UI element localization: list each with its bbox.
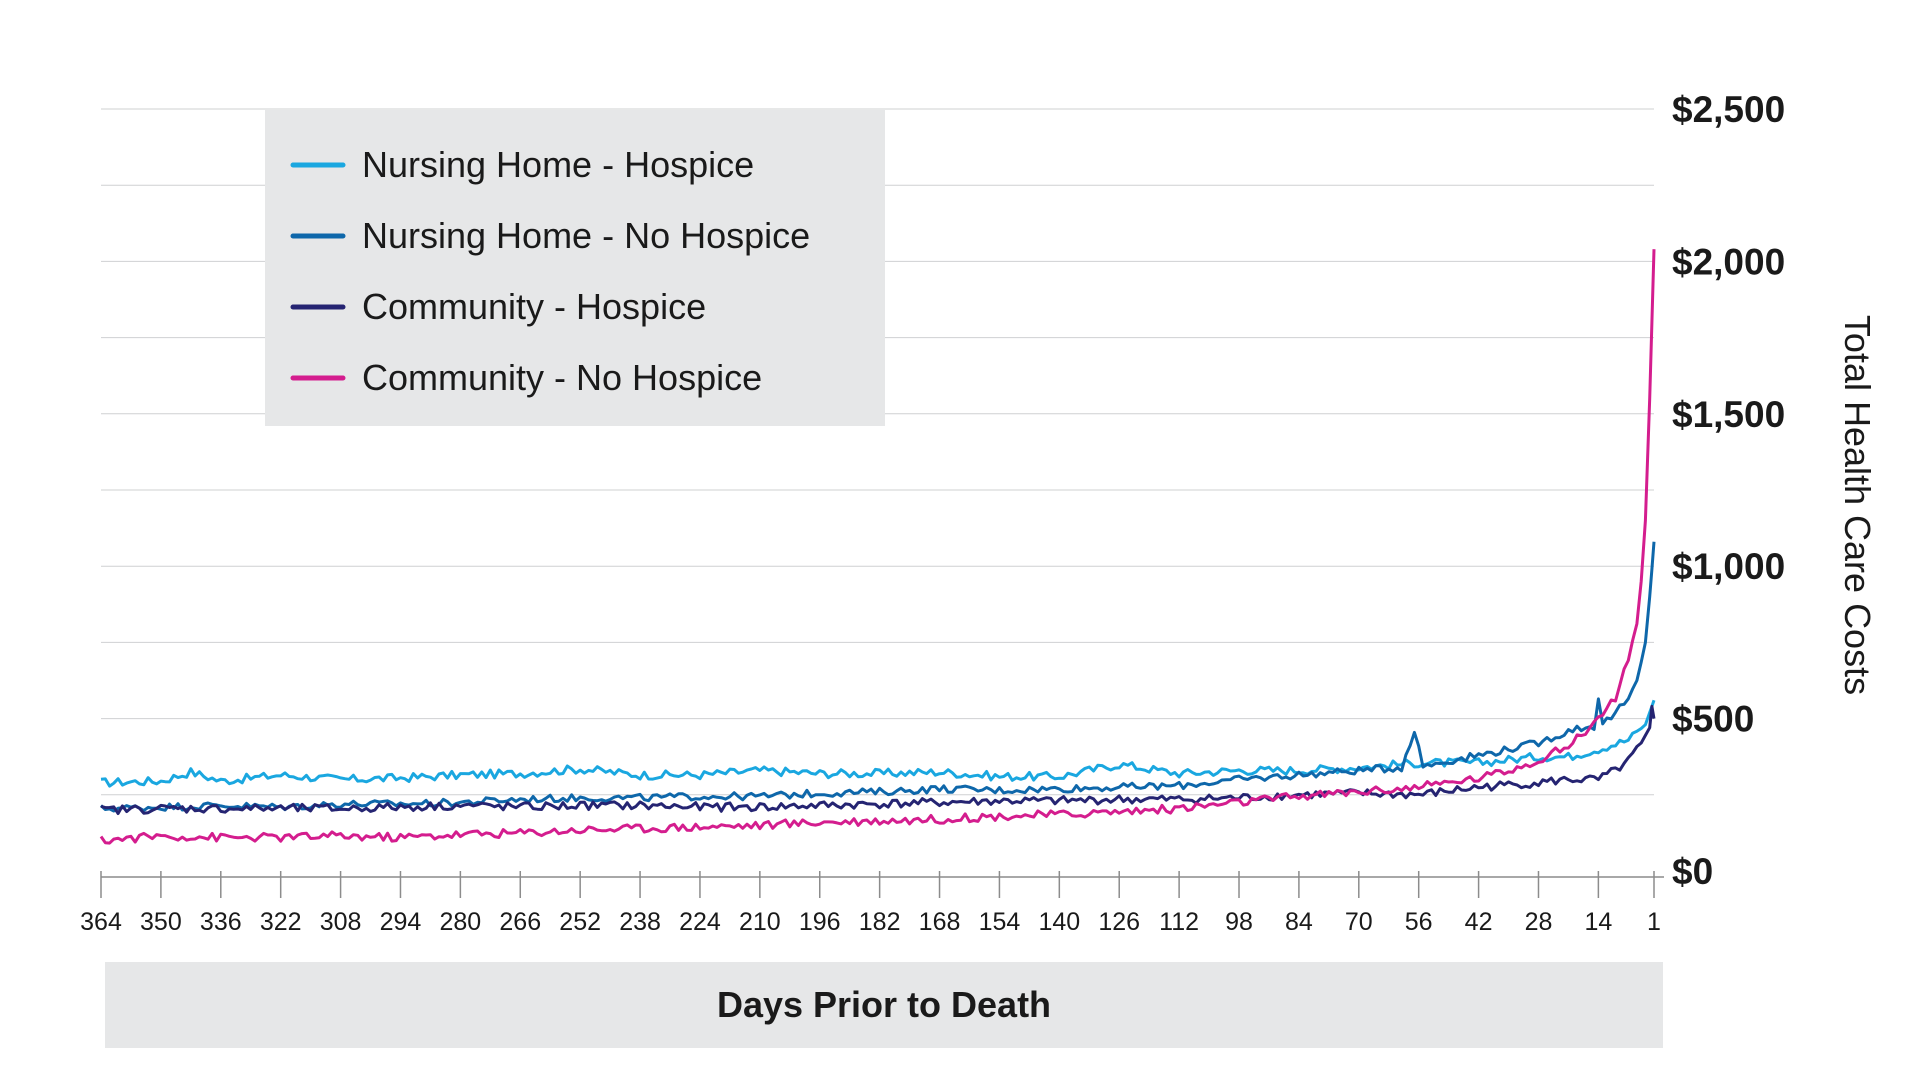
y-axis-title: Total Health Care Costs: [1837, 315, 1878, 695]
x-tick-label: 1: [1647, 908, 1661, 936]
series-line: [99, 249, 1656, 845]
x-axis-title-background: [105, 962, 1663, 1048]
x-axis-ticks: 364 350 336 322 308 294 280 266 252 238 224 210 196 1…: [80, 871, 1661, 936]
y-axis-ticks: $0 $500 $1,000 $1,500 $2,000 $2,500: [1672, 89, 1785, 892]
x-tick-label: 154: [979, 908, 1021, 936]
x-tick-label: 336: [200, 908, 242, 936]
x-tick-label: 112: [1159, 908, 1199, 936]
y-tick-label: $0: [1672, 851, 1713, 892]
legend-label: Community - Hospice: [362, 286, 706, 327]
x-tick-label: 238: [619, 908, 661, 936]
series-line: [100, 704, 1656, 815]
legend: Nursing Home - Hospice Nursing Home - No …: [265, 110, 885, 426]
x-tick-label: 42: [1465, 908, 1493, 936]
x-tick-label: 224: [679, 908, 721, 936]
x-tick-label: 266: [499, 908, 541, 936]
legend-label: Community - No Hospice: [362, 357, 762, 398]
series-lines: [99, 249, 1656, 845]
legend-background: [265, 110, 885, 426]
y-tick-label: $500: [1672, 699, 1754, 740]
y-tick-label: $2,500: [1672, 89, 1785, 130]
x-tick-label: 210: [739, 908, 781, 936]
x-tick-label: 350: [140, 908, 182, 936]
x-tick-label: 56: [1405, 908, 1433, 936]
x-axis-title-box: Days Prior to Death: [105, 962, 1663, 1048]
y-tick-label: $2,000: [1672, 241, 1785, 282]
x-tick-label: 28: [1525, 908, 1553, 936]
legend-label: Nursing Home - Hospice: [362, 144, 754, 185]
series-line: [99, 541, 1656, 813]
x-tick-label: 84: [1285, 908, 1313, 936]
x-tick-label: 364: [80, 908, 122, 936]
y-tick-label: $1,000: [1672, 546, 1785, 587]
series-line: [100, 699, 1656, 788]
x-tick-label: 140: [1038, 908, 1080, 936]
legend-label: Nursing Home - No Hospice: [362, 215, 810, 256]
x-tick-label: 280: [440, 908, 482, 936]
x-tick-label: 98: [1225, 908, 1253, 936]
x-tick-label: 14: [1584, 908, 1612, 936]
x-tick-label: 322: [260, 908, 302, 936]
x-tick-label: 196: [799, 908, 841, 936]
x-tick-label: 308: [320, 908, 362, 936]
x-tick-label: 252: [559, 908, 601, 936]
x-tick-label: 182: [859, 908, 901, 936]
x-tick-label: 168: [919, 908, 961, 936]
x-axis-title: Days Prior to Death: [717, 984, 1051, 1025]
x-tick-label: 294: [380, 908, 422, 936]
y-tick-label: $1,500: [1672, 394, 1785, 435]
x-tick-label: 70: [1345, 908, 1373, 936]
x-tick-label: 126: [1098, 908, 1140, 936]
